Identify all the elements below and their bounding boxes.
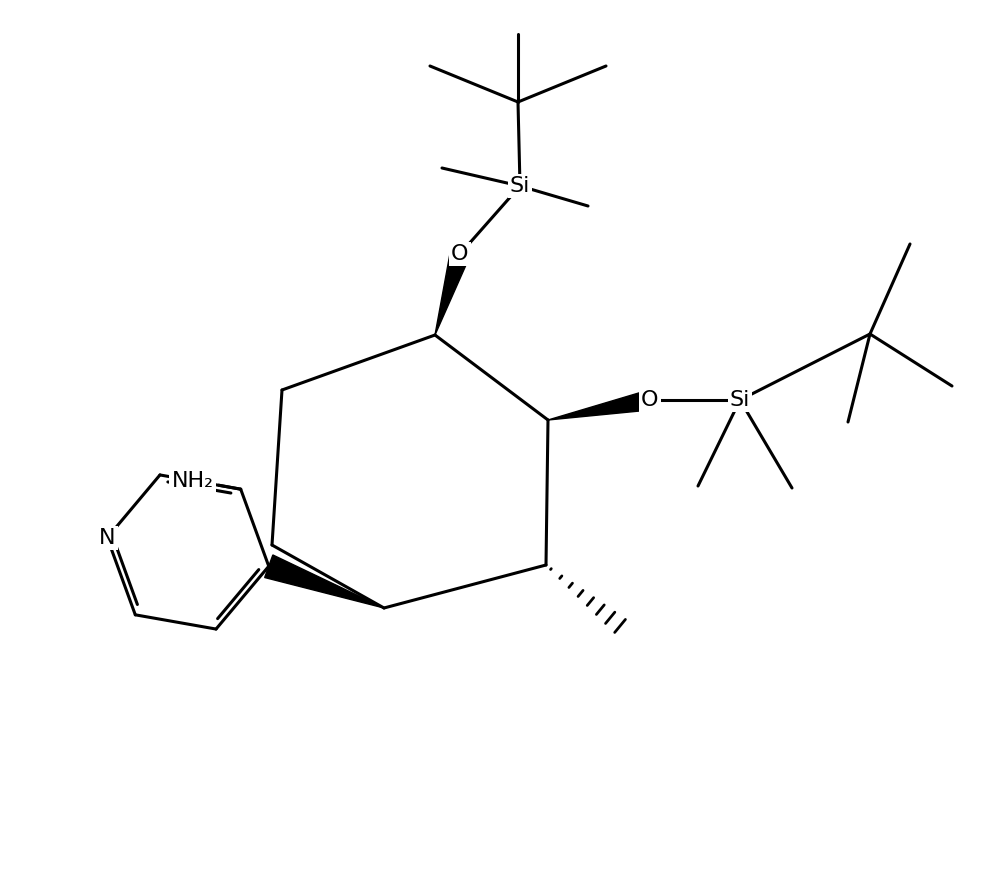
Text: NH₂: NH₂	[172, 471, 213, 491]
Text: O: O	[641, 390, 659, 410]
Text: N: N	[99, 527, 116, 548]
Polygon shape	[265, 555, 384, 608]
Polygon shape	[548, 390, 652, 420]
Polygon shape	[435, 251, 469, 335]
Text: Si: Si	[510, 176, 531, 196]
Text: O: O	[451, 244, 468, 264]
Text: Si: Si	[730, 390, 750, 410]
